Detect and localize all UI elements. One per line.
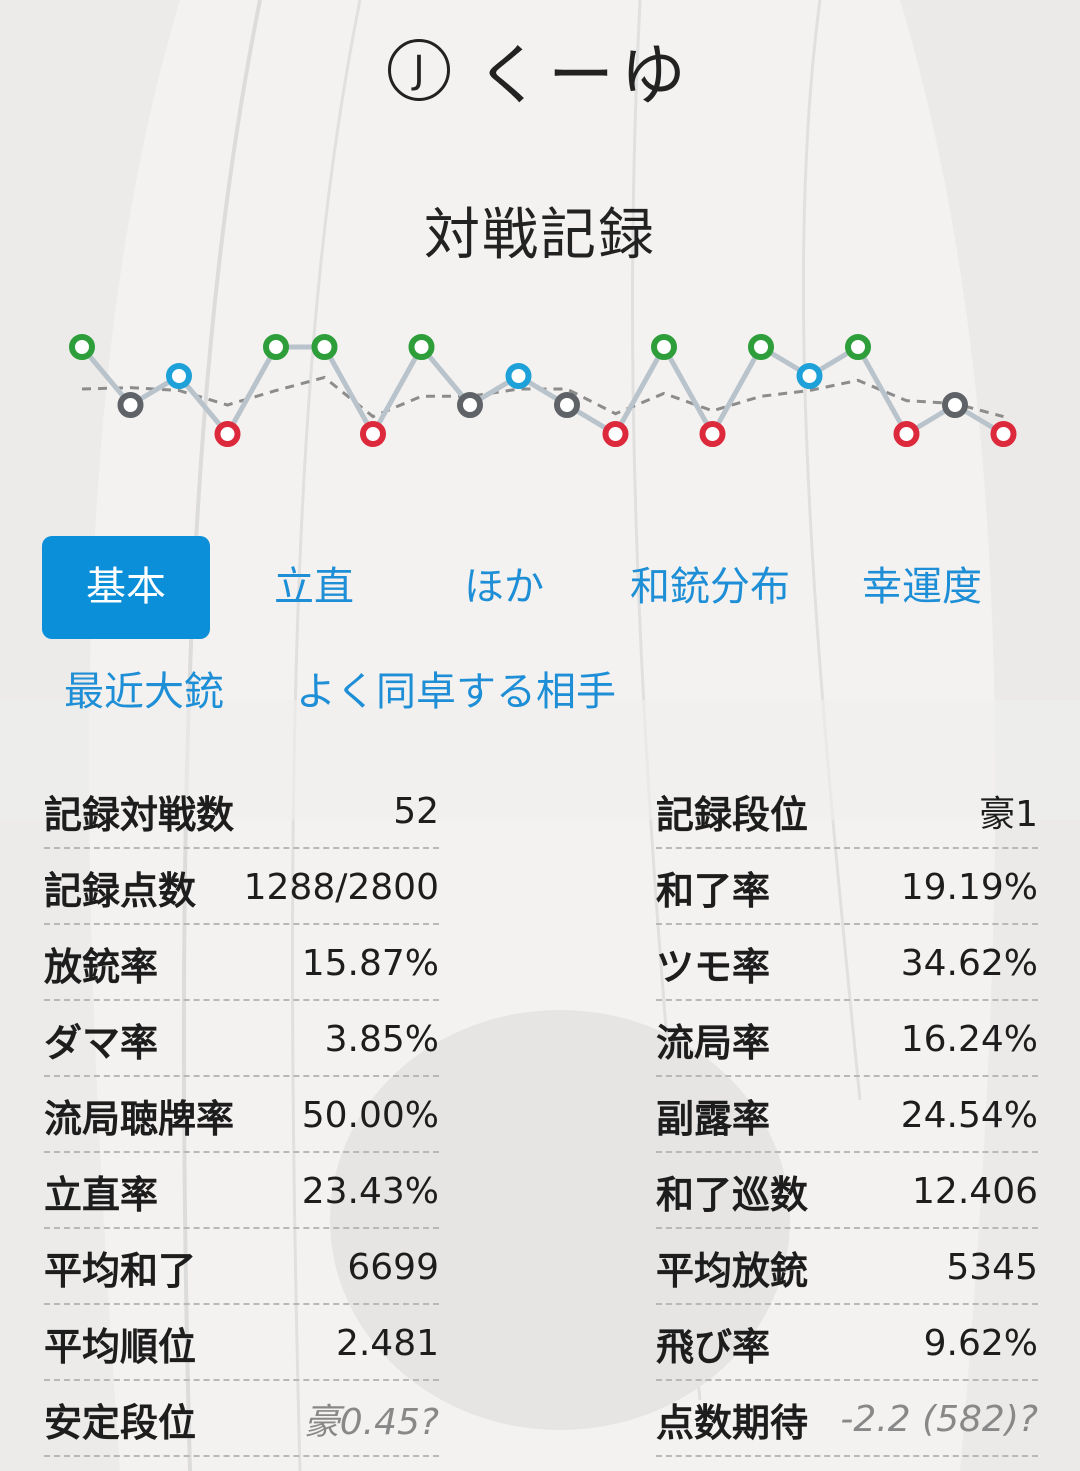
tab-3[interactable]: 和銃分布 — [630, 564, 790, 610]
stat-row: 和了巡数 12.406 — [656, 1155, 1038, 1229]
rank-point[interactable] — [796, 363, 823, 389]
rank-point[interactable] — [117, 392, 144, 418]
rank-line — [80, 344, 1005, 437]
rank-point[interactable] — [554, 392, 580, 418]
rank-point[interactable] — [845, 334, 871, 360]
stat-value: 12.406 — [912, 1170, 1038, 1212]
stat-label: ツモ率 — [656, 944, 771, 989]
rank-point[interactable] — [893, 421, 920, 447]
stat-label: 立直率 — [44, 1172, 159, 1217]
rank-point[interactable] — [166, 363, 192, 389]
stat-value: 3.85% — [324, 1018, 439, 1060]
stat-row: 飛び率 9.62% — [656, 1307, 1038, 1381]
stat-label: 平均放銃 — [656, 1248, 809, 1293]
stat-label: 平均和了 — [44, 1248, 197, 1293]
stat-label: 流局聴牌率 — [44, 1096, 235, 1141]
stat-value: 1288/2800 — [243, 866, 439, 908]
stat-label: 和了率 — [656, 868, 771, 913]
tab-1[interactable]: 立直 — [274, 564, 354, 610]
stat-row: 流局率 16.24% — [656, 1003, 1038, 1077]
stat-value: 50.00% — [301, 1094, 439, 1136]
rank-point[interactable] — [214, 421, 241, 447]
rank-point[interactable] — [263, 334, 289, 360]
stat-value: 23.43% — [301, 1170, 439, 1212]
stat-row: 記録段位 豪1 — [656, 775, 1038, 849]
rank-point[interactable] — [990, 421, 1017, 447]
rank-point[interactable] — [651, 334, 677, 360]
stat-label: 平均順位 — [44, 1324, 197, 1369]
rank-point[interactable] — [311, 334, 338, 360]
stat-label: 記録点数 — [44, 868, 197, 913]
stat-label: ダマ率 — [44, 1020, 159, 1065]
rank-point[interactable] — [408, 334, 435, 360]
player-name: くーゆ — [476, 37, 692, 114]
stat-label: 放銃率 — [44, 944, 159, 989]
player-badge: J — [388, 39, 450, 101]
stat-row: 記録対戦数 52 — [44, 775, 439, 849]
tab-2[interactable]: ほか — [464, 564, 544, 610]
stat-label: 飛び率 — [656, 1324, 771, 1369]
stat-row: 和了率 19.19% — [656, 851, 1038, 925]
stat-label: 記録段位 — [656, 792, 809, 837]
stat-value: 34.62% — [900, 942, 1038, 984]
stat-label: 記録対戦数 — [44, 792, 235, 837]
rank-point[interactable] — [457, 392, 483, 418]
section-title: 対戦記録 — [424, 203, 656, 268]
stat-row: 平均放銃 5345 — [656, 1231, 1038, 1305]
stat-label: 副露率 — [656, 1096, 771, 1141]
stat-label: 安定段位 — [44, 1400, 197, 1445]
stat-row: 点数期待 -2.2 (582)? — [656, 1383, 1038, 1457]
stat-value: 9.62% — [923, 1322, 1038, 1364]
stat-value: 5345 — [946, 1246, 1038, 1288]
stat-value: 2.481 — [335, 1322, 439, 1364]
stat-value: 16.24% — [900, 1018, 1038, 1060]
stat-value: -2.2 (582)? — [840, 1398, 1038, 1440]
rank-history-chart — [69, 334, 1017, 447]
stat-row: 記録点数 1288/2800 — [44, 851, 439, 925]
stat-value: 24.54% — [900, 1094, 1038, 1136]
rank-point[interactable] — [602, 421, 629, 447]
stat-row: 立直率 23.43% — [44, 1155, 439, 1229]
rank-point[interactable] — [69, 334, 95, 360]
stat-value: 6699 — [347, 1246, 439, 1288]
stats-column-right: 記録段位 豪1 和了率 19.19% ツモ率 34.62% 流局率 16.24% 副露率 24.5… — [656, 775, 1038, 1459]
trend-line — [81, 375, 1004, 419]
stat-value: 52 — [393, 790, 439, 832]
rank-point[interactable] — [505, 363, 532, 389]
stat-value: 豪1 — [979, 794, 1038, 835]
rank-point[interactable] — [942, 392, 968, 418]
stat-label: 和了巡数 — [656, 1172, 809, 1217]
stat-label: 流局率 — [656, 1020, 771, 1065]
stat-value: 15.87% — [301, 942, 439, 984]
rank-point[interactable] — [360, 421, 386, 447]
tab-4[interactable]: 幸運度 — [862, 564, 982, 610]
stat-row: 放銃率 15.87% — [44, 927, 439, 1001]
rank-point[interactable] — [748, 334, 774, 360]
tab-0[interactable]: 基本 — [42, 536, 210, 639]
stat-row: 流局聴牌率 50.00% — [44, 1079, 439, 1153]
tab-6[interactable]: よく同卓する相手 — [296, 669, 616, 715]
stat-row: 安定段位 豪0.45? — [44, 1383, 439, 1457]
stat-row: 副露率 24.54% — [656, 1079, 1038, 1153]
tab-5[interactable]: 最近大銃 — [64, 669, 224, 715]
rank-point[interactable] — [699, 421, 726, 447]
stat-label: 点数期待 — [656, 1400, 809, 1445]
stat-value: 豪0.45? — [303, 1402, 439, 1443]
stats-column-left: 記録対戦数 52 記録点数 1288/2800 放銃率 15.87% ダマ率 3.85% 流局聴… — [44, 775, 439, 1459]
stat-row: ダマ率 3.85% — [44, 1003, 439, 1077]
player-header: J くーゆ — [0, 22, 1080, 118]
stat-row: 平均和了 6699 — [44, 1231, 439, 1305]
stat-row: 平均順位 2.481 — [44, 1307, 439, 1381]
stat-value: 19.19% — [900, 866, 1038, 908]
stat-row: ツモ率 34.62% — [656, 927, 1038, 1001]
